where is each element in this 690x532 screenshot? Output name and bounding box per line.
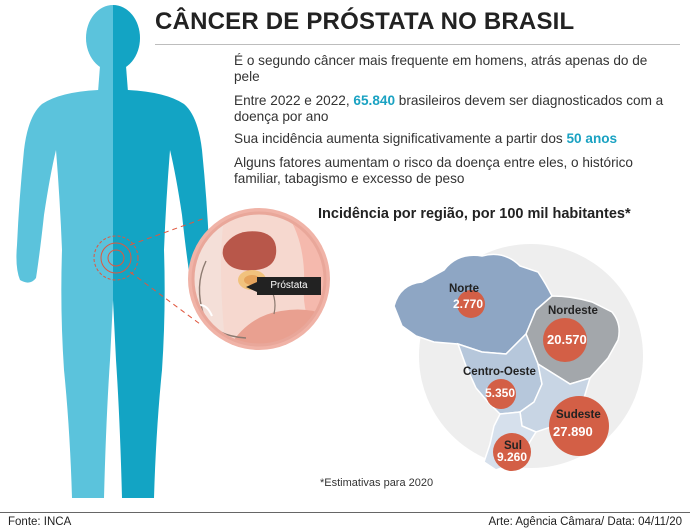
region-label-sul: Sul [504,440,522,452]
source-text: Fonte: INCA [8,516,72,528]
pelvis-target-icon [93,235,139,281]
fact-2-highlight: 65.840 [353,93,395,108]
region-value-norte: 2.770 [453,297,484,311]
map-title: Incidência por região, por 100 mil habit… [318,206,631,222]
region-label-nordeste: Nordeste [548,305,598,317]
bubble-sudeste [549,396,609,456]
fact-2: Entre 2022 e 2022, 65.840 brasileiros de… [234,93,664,124]
bubble-sul [493,433,531,471]
fact-1: É o segundo câncer mais frequente em hom… [234,53,648,84]
credit-text: Arte: Agência Câmara/ Data: 04/11/20 [488,516,682,528]
fact-3: Sua incidência aumenta significativament… [234,131,618,146]
region-label-centro-oeste: Centro-Oeste [463,366,536,378]
region-value-centro-oeste: 5.350 [485,386,516,400]
region-value-sudeste: 27.890 [553,424,593,439]
bubble-norte [457,290,485,318]
prostate-label: Próstata [257,277,321,295]
region-value-sul: 9.260 [497,450,528,464]
fact-4: Alguns fatores aumentam o risco da doenç… [234,155,633,186]
page-title: CÂNCER DE PRÓSTATA NO BRASIL [155,8,575,35]
region-value-nordeste: 20.570 [547,332,587,347]
region-label-norte: Norte [449,283,480,295]
brazil-map [393,244,643,471]
fact-3-highlight: 50 anos [566,131,618,146]
region-label-sudeste: Sudeste [556,409,601,421]
map-footnote: *Estimativas para 2020 [320,477,434,489]
prostate-pointer [246,282,257,292]
bubble-nordeste [543,318,587,362]
title-divider [155,44,680,45]
body-silhouette [16,5,210,498]
footer-divider [0,512,690,513]
bubble-centro-oeste [486,379,516,409]
